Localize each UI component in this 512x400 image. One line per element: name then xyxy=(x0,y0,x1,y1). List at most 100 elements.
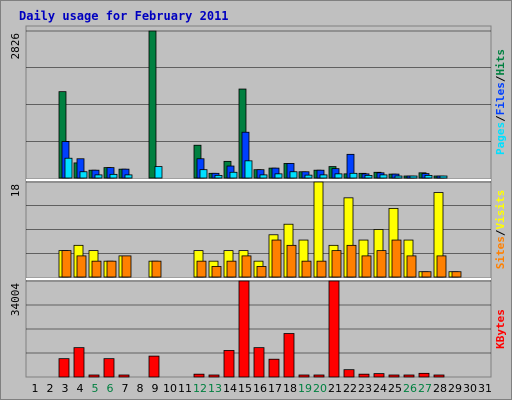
visits-panel-legend: Sites/Visits xyxy=(494,190,507,270)
x-tick-label-day-10: 10 xyxy=(163,382,177,395)
hits-panel-bar-pages-day-20 xyxy=(319,174,328,179)
visits-panel-bar-sites-day-27 xyxy=(421,271,432,278)
visits-panel-bar-sites-day-9 xyxy=(151,260,162,278)
hits-panel-bar-pages-day-3 xyxy=(64,157,73,179)
visits-panel-legend-slash: / xyxy=(494,229,507,236)
visits-panel-max-label: 18 xyxy=(9,184,22,197)
visits-panel-bar-sites-day-19 xyxy=(301,260,312,278)
x-tick-label-day-5: 5 xyxy=(92,382,99,395)
visits-panel-bar-sites-day-26 xyxy=(406,255,417,278)
kbytes-panel-bar-kbytes-day-27 xyxy=(418,372,430,378)
visits-panel-bar-sites-day-12 xyxy=(196,260,207,278)
kbytes-panel-bar-kbytes-day-20 xyxy=(313,374,325,378)
kbytes-panel-bar-kbytes-day-17 xyxy=(268,358,280,378)
visits-panel-bar-sites-day-24 xyxy=(376,250,387,278)
hits-panel-bar-pages-day-15 xyxy=(244,160,253,179)
visits-panel-bar-sites-day-28 xyxy=(436,255,447,278)
x-tick-label-day-27: 27 xyxy=(418,382,432,395)
visits-panel-bar-sites-day-20 xyxy=(316,260,327,278)
x-tick-label-day-19: 19 xyxy=(298,382,312,395)
kbytes-panel-bar-kbytes-day-16 xyxy=(253,347,265,378)
hits-panel-legend-slash: / xyxy=(494,115,507,122)
hits-panel-bar-pages-day-5 xyxy=(94,174,103,179)
x-tick-label-day-8: 8 xyxy=(137,382,144,395)
kbytes-panel-bar-kbytes-day-22 xyxy=(343,369,355,378)
kbytes-panel-bar-kbytes-day-15 xyxy=(238,280,250,378)
x-tick-label-day-28: 28 xyxy=(433,382,447,395)
x-tick-label-day-3: 3 xyxy=(62,382,69,395)
hits-panel-bar-pages-day-12 xyxy=(199,169,208,179)
x-tick-label-day-7: 7 xyxy=(122,382,129,395)
x-tick-label-day-1: 1 xyxy=(32,382,39,395)
hits-panel-legend-files: Files xyxy=(494,82,507,115)
x-tick-label-day-23: 23 xyxy=(358,382,372,395)
x-tick-label-day-21: 21 xyxy=(328,382,342,395)
kbytes-panel-bar-kbytes-day-4 xyxy=(73,347,85,378)
x-tick-label-day-14: 14 xyxy=(223,382,237,395)
x-tick-label-day-4: 4 xyxy=(77,382,84,395)
hits-panel-bar-pages-day-25 xyxy=(394,175,403,179)
x-tick-label-day-20: 20 xyxy=(313,382,327,395)
hits-panel-bar-pages-day-6 xyxy=(109,173,118,179)
x-tick-label-day-24: 24 xyxy=(373,382,387,395)
visits-panel-legend-visits: Visits xyxy=(494,190,507,230)
visits-panel-bar-sites-day-3 xyxy=(61,250,72,278)
visits-panel-bar-sites-day-14 xyxy=(226,260,237,278)
kbytes-panel-bar-kbytes-day-19 xyxy=(298,374,310,378)
hits-panel-bar-pages-day-21 xyxy=(334,173,343,179)
x-tick-label-day-26: 26 xyxy=(403,382,417,395)
kbytes-panel-bar-kbytes-day-14 xyxy=(223,350,235,378)
hits-panel-bar-pages-day-22 xyxy=(349,172,358,179)
visits-panel-bar-sites-day-16 xyxy=(256,266,267,278)
hits-panel-bar-pages-day-26 xyxy=(409,175,418,179)
kbytes-panel-legend-kbytes: KBytes xyxy=(494,309,507,349)
kbytes-panel-max-label: 34004 xyxy=(9,283,22,316)
kbytes-panel-bar-kbytes-day-18 xyxy=(283,333,295,378)
visits-panel-bar-sites-day-29 xyxy=(451,271,462,278)
hits-panel-bar-pages-day-24 xyxy=(379,174,388,179)
hits-panel-bar-pages-day-19 xyxy=(304,174,313,179)
x-tick-label-day-30: 30 xyxy=(463,382,477,395)
x-tick-label-day-16: 16 xyxy=(253,382,267,395)
hits-panel-bar-hits-day-9 xyxy=(148,30,157,179)
x-tick-label-day-2: 2 xyxy=(47,382,54,395)
visits-panel-bar-sites-day-6 xyxy=(106,260,117,278)
kbytes-panel-bar-kbytes-day-28 xyxy=(433,374,445,378)
visits-panel-bar-sites-day-4 xyxy=(76,255,87,278)
kbytes-panel-bar-kbytes-day-24 xyxy=(373,373,385,378)
visits-panel-legend-sites: Sites xyxy=(494,236,507,269)
kbytes-panel-bar-kbytes-day-3 xyxy=(58,358,70,378)
kbytes-panel-bar-kbytes-day-26 xyxy=(403,374,415,378)
hits-panel-bar-pages-day-27 xyxy=(424,174,433,179)
hits-panel-bar-pages-day-9 xyxy=(154,166,163,179)
hits-panel-bar-pages-day-16 xyxy=(259,174,268,179)
hits-panel-bar-pages-day-7 xyxy=(124,174,133,179)
hits-panel-bar-pages-day-23 xyxy=(364,174,373,179)
kbytes-panel-bar-kbytes-day-13 xyxy=(208,374,220,378)
hits-panel-legend-pages: Pages xyxy=(494,122,507,155)
hits-panel-bar-pages-day-28 xyxy=(439,175,448,179)
x-tick-label-day-11: 11 xyxy=(178,382,192,395)
visits-panel-bar-sites-day-13 xyxy=(211,266,222,278)
x-tick-label-day-9: 9 xyxy=(152,382,159,395)
visits-panel-bar-sites-day-18 xyxy=(286,244,297,278)
visits-panel-bar-sites-day-21 xyxy=(331,250,342,278)
hits-panel-legend-hits: Hits xyxy=(494,49,507,76)
visits-panel-bar-sites-day-15 xyxy=(241,255,252,278)
x-tick-label-day-6: 6 xyxy=(107,382,114,395)
plot-border xyxy=(25,25,492,378)
x-tick-label-day-17: 17 xyxy=(268,382,282,395)
chart-title: Daily usage for February 2011 xyxy=(19,9,229,23)
hits-panel-bar-pages-day-18 xyxy=(289,171,298,179)
x-tick-label-day-22: 22 xyxy=(343,382,357,395)
kbytes-panel-bar-kbytes-day-6 xyxy=(103,358,115,378)
x-tick-label-day-12: 12 xyxy=(193,382,207,395)
hits-panel-max-label: 2826 xyxy=(9,33,22,60)
hits-panel-bar-pages-day-4 xyxy=(79,171,88,179)
visits-panel-bar-sites-day-23 xyxy=(361,255,372,278)
kbytes-panel-bar-kbytes-day-21 xyxy=(328,280,340,378)
kbytes-panel-legend: KBytes xyxy=(494,309,507,349)
kbytes-panel-bar-kbytes-day-5 xyxy=(88,374,100,378)
